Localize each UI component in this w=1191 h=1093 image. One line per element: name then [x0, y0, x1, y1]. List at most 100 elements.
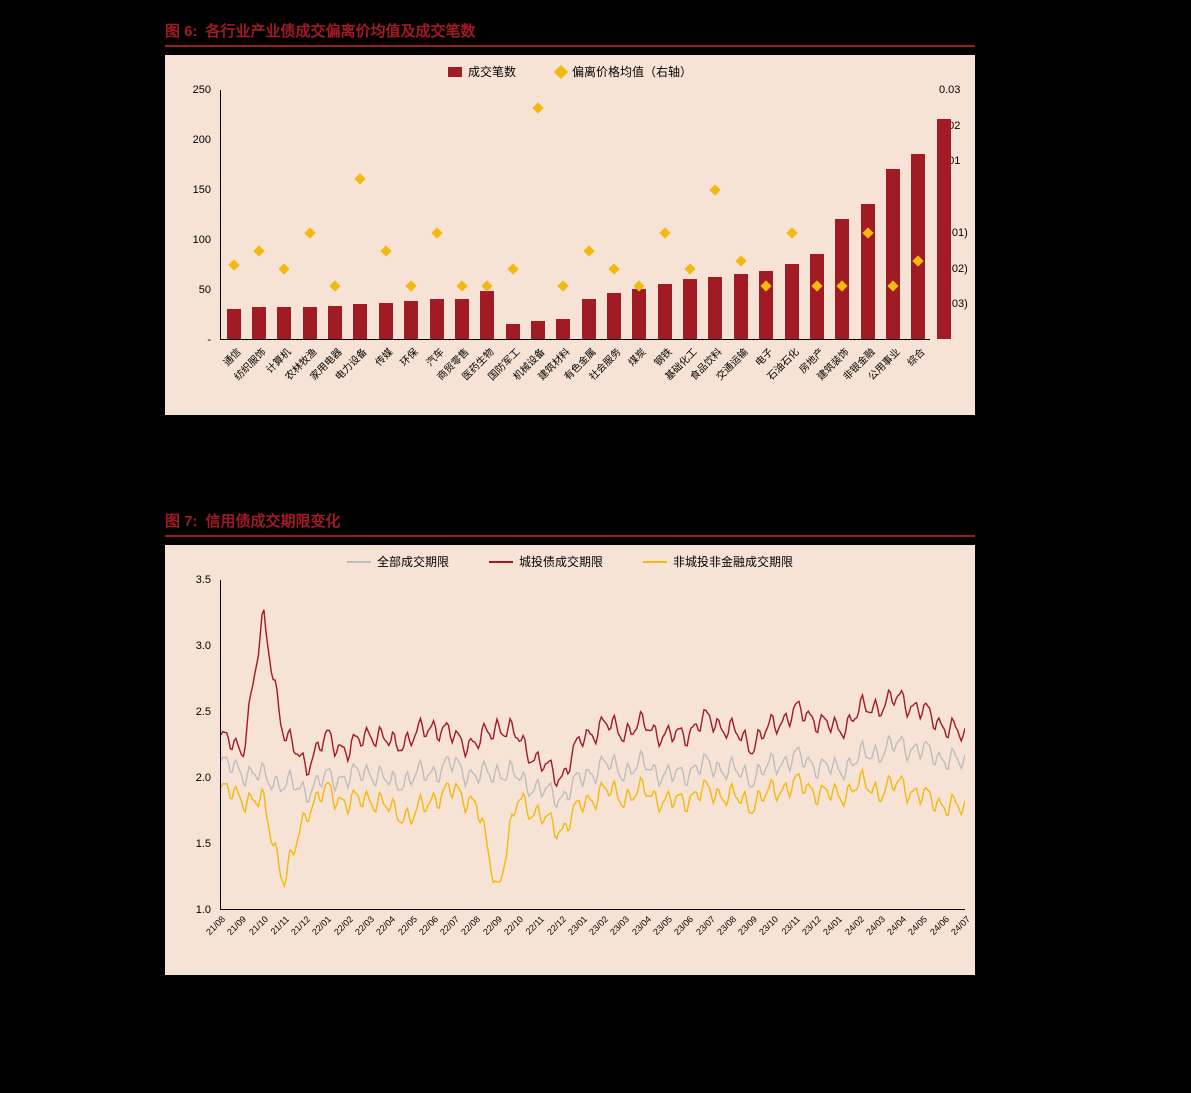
- fig6-diamond-point: [253, 245, 264, 256]
- fig6-ytick-left: 250: [193, 84, 211, 96]
- fig6-bar: [353, 304, 367, 339]
- fig6-x-labels: 通信纺织服饰计算机农林牧渔家用电器电力设备传媒环保汽车商贸零售医药生物国防军工机…: [220, 340, 1030, 410]
- fig6-bar: [683, 279, 697, 339]
- fig6-diamond-point: [279, 263, 290, 274]
- fig7-chart: 全部成交期限 城投债成交期限 非城投非金融成交期限 1.0 1.5 2.0 2.5 3.…: [165, 545, 975, 975]
- fig7-x-label: 23/09: [736, 914, 759, 937]
- fig7-legend-yellow: 非城投非金融成交期限: [643, 553, 793, 570]
- fig6-number: 图 6:: [165, 20, 198, 41]
- fig6-bar: [227, 309, 241, 339]
- fig6-plot: -50100150200250 0.030.020.01-(0.01)(0.02…: [165, 90, 975, 340]
- fig7-legend-red-label: 城投债成交期限: [519, 553, 603, 570]
- fig7-x-label: 22/05: [396, 914, 419, 937]
- fig7-plot: 1.01.52.02.53.03.5: [165, 580, 975, 910]
- fig7-legend-yellow-label: 非城投非金融成交期限: [673, 553, 793, 570]
- fig7-legend-red: 城投债成交期限: [489, 553, 603, 570]
- fig7-legend-grey-label: 全部成交期限: [377, 553, 449, 570]
- fig7-x-label: 22/09: [481, 914, 504, 937]
- fig7-x-label: 21/12: [289, 914, 312, 937]
- fig7-source: 数据来源：Wind，国投证券研究中心: [165, 979, 975, 1003]
- fig6-diamond-point: [786, 227, 797, 238]
- fig6-ytick-left: 150: [193, 184, 211, 196]
- fig6-bar: [734, 274, 748, 339]
- fig6-bar: [430, 299, 444, 339]
- fig6-legend-diamond: 偏离价格均值（右轴）: [556, 63, 692, 80]
- fig6-ytick-left: 100: [193, 234, 211, 246]
- bar-legend-icon: [448, 67, 462, 77]
- fig6-source: 数据来源：Wind，国投证券研究中心: [165, 419, 975, 443]
- fig7-svg: [221, 580, 965, 909]
- fig7-x-label: 22/06: [417, 914, 440, 937]
- fig7-x-label: 22/01: [310, 914, 333, 937]
- fig6-x-label: 传媒: [371, 344, 396, 369]
- fig7-x-label: 23/02: [587, 914, 610, 937]
- fig6-diamond-point: [659, 227, 670, 238]
- figure-6: 图 6: 各行业产业债成交偏离价均值及成交笔数 成交笔数 偏离价格均值（右轴） …: [165, 20, 975, 443]
- fig6-chart: 成交笔数 偏离价格均值（右轴） -50100150200250 0.030.02…: [165, 55, 975, 415]
- fig6-diamond-point: [710, 184, 721, 195]
- fig6-bar: [303, 307, 317, 339]
- fig6-diamond-point: [406, 281, 417, 292]
- fig6-diamond-point: [380, 245, 391, 256]
- fig6-legend: 成交笔数 偏离价格均值（右轴）: [165, 55, 975, 84]
- fig6-bar: [556, 319, 570, 339]
- fig7-x-label: 21/10: [247, 914, 270, 937]
- fig6-diamond-point: [355, 174, 366, 185]
- fig6-title-row: 图 6: 各行业产业债成交偏离价均值及成交笔数: [165, 20, 975, 47]
- fig6-bar: [582, 299, 596, 339]
- fig6-diamond-point: [684, 263, 695, 274]
- fig6-diamond-point: [329, 281, 340, 292]
- fig6-diamond-point: [304, 227, 315, 238]
- fig6-bar: [937, 119, 951, 339]
- diamond-legend-icon: [554, 64, 568, 78]
- fig7-x-label: 21/08: [204, 914, 227, 937]
- fig7-ytick: 2.5: [196, 706, 211, 718]
- fig7-ytick: 1.5: [196, 838, 211, 850]
- fig6-bar: [658, 284, 672, 339]
- fig6-bar: [379, 303, 393, 339]
- fig6-bar: [506, 324, 520, 339]
- fig6-bar: [785, 264, 799, 339]
- fig6-plot-inner: [220, 90, 930, 340]
- fig7-x-label: 22/07: [438, 914, 461, 937]
- fig6-diamond-point: [507, 263, 518, 274]
- fig6-diamond-point: [735, 256, 746, 267]
- fig6-bar: [531, 321, 545, 339]
- fig6-bar: [886, 169, 900, 339]
- fig7-line-red: [221, 610, 965, 786]
- fig7-x-label: 22/04: [374, 914, 397, 937]
- fig7-x-label: 23/05: [651, 914, 674, 937]
- fig7-x-label: 24/04: [885, 914, 908, 937]
- fig6-bar: [607, 293, 621, 339]
- fig7-x-label: 24/06: [928, 914, 951, 937]
- fig6-legend-diamond-label: 偏离价格均值（右轴）: [572, 63, 692, 80]
- fig6-y-left: -50100150200250: [165, 90, 215, 340]
- fig7-x-labels: 21/0821/0921/1021/1121/1222/0122/0222/03…: [220, 910, 1030, 960]
- fig7-x-label: 22/12: [545, 914, 568, 937]
- fig6-ytick-right: 0.03: [939, 84, 960, 96]
- fig7-x-label: 24/01: [821, 914, 844, 937]
- fig7-x-label: 23/06: [672, 914, 695, 937]
- red-legend-icon: [489, 561, 513, 563]
- fig7-x-label: 21/11: [268, 914, 291, 937]
- fig6-ytick-left: 50: [199, 284, 211, 296]
- fig6-bar: [911, 154, 925, 339]
- fig6-bar: [810, 254, 824, 339]
- fig6-bar: [455, 299, 469, 339]
- fig6-diamond-point: [456, 281, 467, 292]
- fig7-ytick: 3.5: [196, 574, 211, 586]
- fig7-x-label: 23/01: [566, 914, 589, 937]
- fig6-diamond-point: [583, 245, 594, 256]
- fig7-ytick: 1.0: [196, 904, 211, 916]
- fig6-bar: [861, 204, 875, 339]
- fig7-ytick: 2.0: [196, 772, 211, 784]
- fig7-x-label: 22/03: [353, 914, 376, 937]
- fig6-bar: [328, 306, 342, 339]
- fig6-bar: [277, 307, 291, 339]
- fig6-title: 各行业产业债成交偏离价均值及成交笔数: [206, 20, 476, 41]
- fig7-x-label: 23/03: [608, 914, 631, 937]
- fig7-x-label: 23/11: [779, 914, 802, 937]
- fig7-x-label: 21/09: [225, 914, 248, 937]
- fig7-x-label: 22/02: [332, 914, 355, 937]
- fig6-diamond-point: [431, 227, 442, 238]
